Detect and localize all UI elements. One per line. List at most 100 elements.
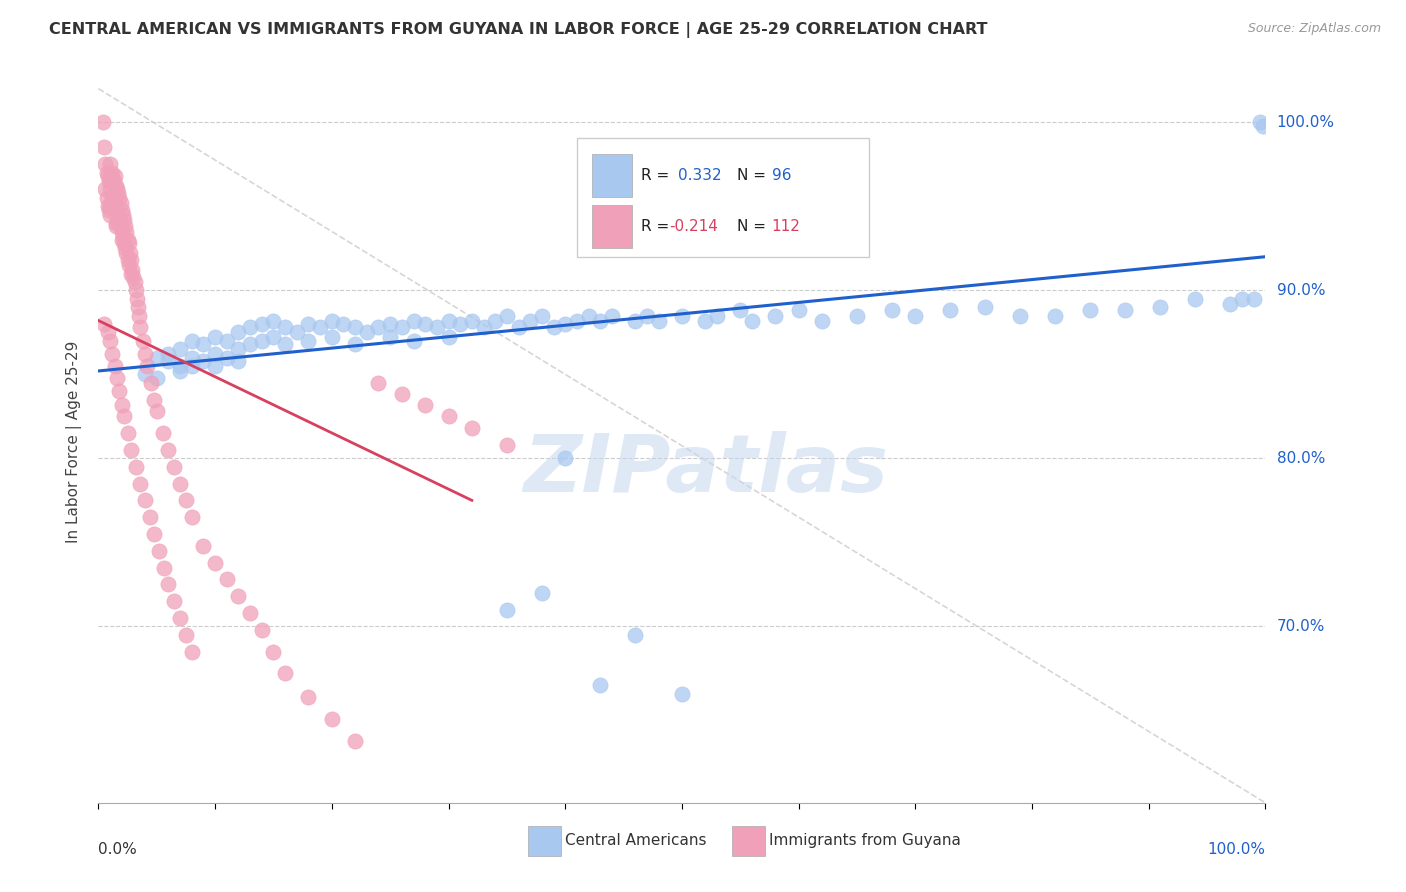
Point [496, 309, 519, 323]
Point [120, 253, 142, 268]
Text: 90.0%: 90.0% [1277, 283, 1324, 298]
Point [1010, 309, 1032, 323]
Point [262, 330, 284, 344]
Point [402, 313, 425, 327]
Point [143, 527, 166, 541]
Point [461, 313, 484, 327]
Point [636, 309, 658, 323]
Point [671, 309, 693, 323]
Point [101, 166, 124, 180]
Point [139, 376, 162, 390]
Point [1251, 119, 1274, 133]
Point [125, 292, 148, 306]
Point [93, 140, 115, 154]
Point [367, 376, 389, 390]
Point [380, 330, 402, 344]
Point [96, 191, 118, 205]
Text: 100.0%: 100.0% [1208, 842, 1265, 856]
Point [163, 594, 186, 608]
Point [321, 313, 343, 327]
Point [112, 236, 135, 251]
Point [146, 370, 169, 384]
Point [741, 313, 763, 327]
Text: ZIPatlas: ZIPatlas [523, 432, 887, 509]
FancyBboxPatch shape [592, 154, 631, 196]
Point [103, 199, 125, 213]
Point [530, 586, 553, 600]
Point [157, 577, 180, 591]
Point [1045, 309, 1067, 323]
Point [152, 426, 174, 441]
Point [120, 267, 142, 281]
Point [193, 354, 215, 368]
Point [1249, 115, 1271, 129]
Point [125, 459, 148, 474]
Point [111, 398, 134, 412]
Point [274, 666, 297, 681]
Point [152, 560, 174, 574]
Point [96, 166, 118, 180]
Point [104, 216, 127, 230]
Point [356, 326, 378, 340]
Point [565, 313, 588, 327]
Point [274, 337, 297, 351]
Point [344, 337, 367, 351]
Point [1184, 292, 1206, 306]
Point [101, 191, 124, 205]
Point [174, 628, 197, 642]
Point [239, 606, 262, 620]
Point [250, 317, 273, 331]
Point [204, 347, 226, 361]
Point [496, 438, 519, 452]
Point [134, 368, 156, 382]
Point [117, 233, 139, 247]
Point [121, 263, 143, 277]
Point [1243, 292, 1265, 306]
FancyBboxPatch shape [576, 138, 869, 257]
Point [104, 196, 127, 211]
Point [120, 442, 142, 457]
Point [139, 510, 162, 524]
Point [578, 309, 600, 323]
Point [104, 202, 127, 217]
Point [111, 225, 134, 239]
Text: N =: N = [737, 219, 770, 235]
Point [104, 219, 127, 234]
Point [124, 275, 146, 289]
Point [402, 334, 425, 348]
Point [157, 354, 180, 368]
Point [589, 678, 612, 692]
Point [1149, 300, 1171, 314]
Point [250, 623, 273, 637]
Point [180, 334, 202, 348]
Point [437, 313, 460, 327]
Text: 96: 96 [772, 168, 792, 183]
Point [146, 404, 169, 418]
Point [132, 334, 155, 348]
Point [449, 317, 471, 331]
Point [127, 300, 149, 314]
Point [97, 169, 120, 183]
Point [530, 309, 553, 323]
Point [1219, 297, 1241, 311]
Point [108, 191, 131, 205]
Point [228, 326, 250, 340]
Point [146, 351, 169, 365]
Point [297, 334, 319, 348]
Point [519, 313, 541, 327]
Point [169, 364, 191, 378]
Point [274, 320, 297, 334]
Point [846, 309, 869, 323]
Point [811, 313, 834, 327]
Text: 80.0%: 80.0% [1277, 450, 1324, 466]
Point [111, 208, 134, 222]
Point [215, 572, 238, 586]
Point [297, 690, 319, 704]
FancyBboxPatch shape [592, 205, 631, 248]
Point [730, 303, 752, 318]
Point [204, 556, 226, 570]
Point [600, 309, 623, 323]
Point [180, 510, 202, 524]
Point [228, 354, 250, 368]
Point [94, 157, 117, 171]
